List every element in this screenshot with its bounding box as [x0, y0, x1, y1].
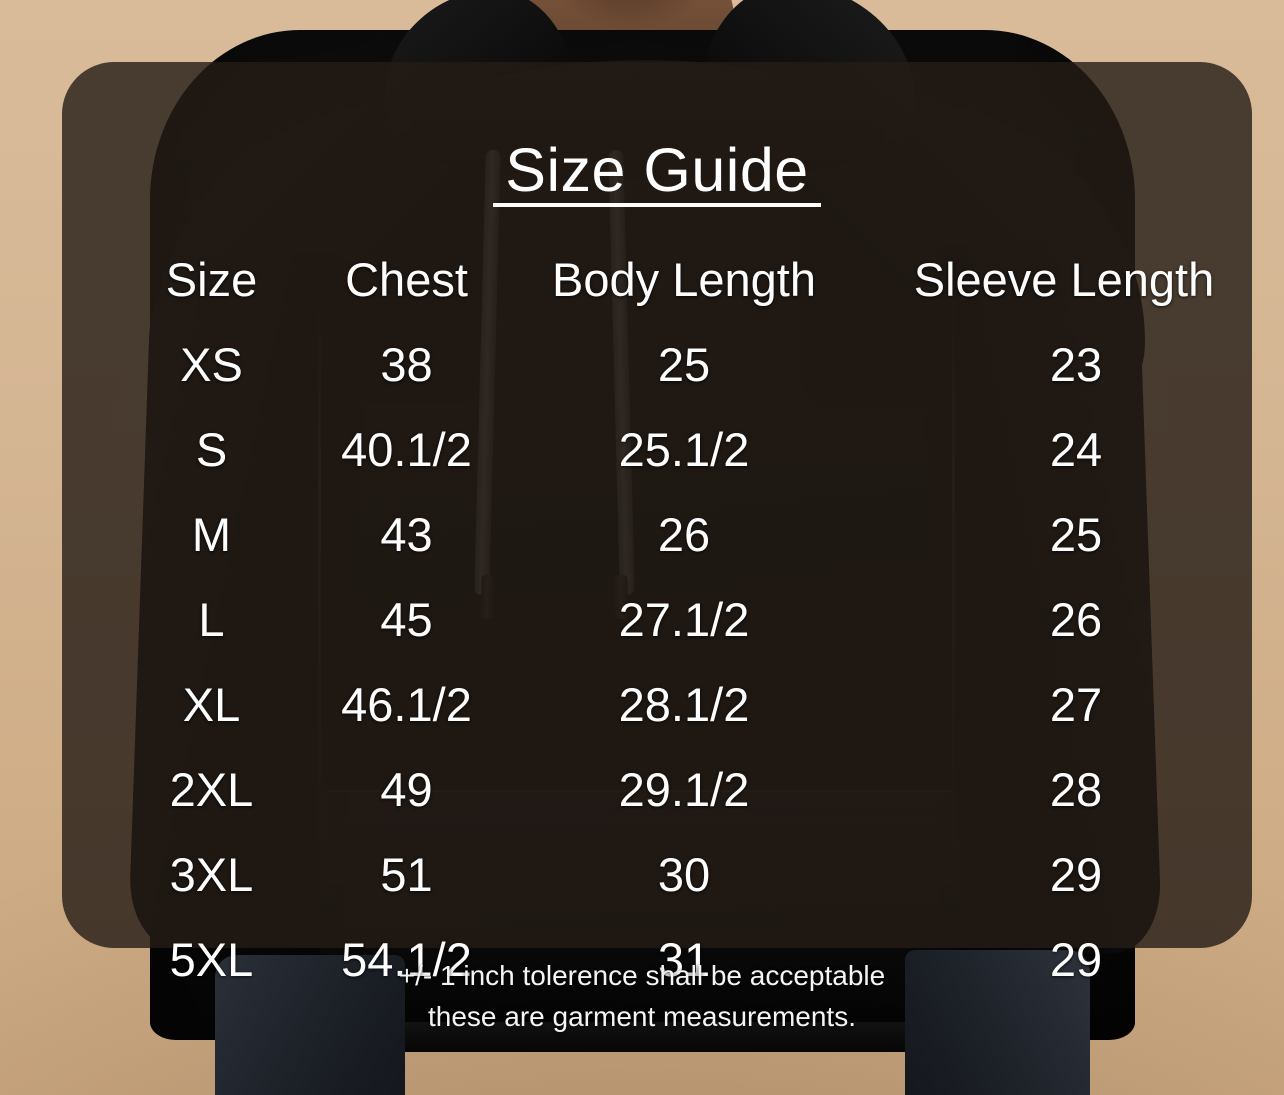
table-row: 3XL 51 30 29 — [124, 847, 1284, 932]
cell-body-length: 30 — [657, 848, 711, 901]
cell-body-length: 25 — [657, 338, 711, 391]
cell-body-length: 31 — [657, 933, 711, 986]
table-row: L 45 27.1/2 26 — [124, 592, 1284, 677]
cell-size: L — [198, 593, 225, 646]
cell-size: XS — [180, 338, 243, 391]
cell-chest: 51 — [380, 848, 433, 901]
table-row: XS 38 25 23 — [124, 337, 1284, 422]
cell-sleeve-length: 27 — [1049, 678, 1103, 731]
cell-size: 5XL — [169, 933, 254, 986]
cell-sleeve-length: 29 — [1049, 848, 1103, 901]
cell-chest: 43 — [380, 508, 433, 561]
page-title: Size Guide — [505, 136, 809, 204]
cell-size: 2XL — [169, 763, 254, 816]
cell-chest: 49 — [380, 763, 433, 816]
cell-size: S — [195, 423, 228, 476]
cell-size: M — [191, 508, 232, 561]
cell-body-length: 25.1/2 — [618, 423, 750, 476]
cell-sleeve-length: 29 — [1049, 933, 1103, 986]
cell-sleeve-length: 25 — [1049, 508, 1103, 561]
size-guide-card: Size Guide Size Chest Body Length Sleeve… — [62, 62, 1252, 986]
hoodie-hem — [300, 1022, 980, 1052]
cell-sleeve-length: 24 — [1049, 423, 1103, 476]
cell-body-length: 28.1/2 — [618, 678, 750, 731]
size-chart-table: Size Chest Body Length Sleeve Length XS … — [124, 252, 1284, 1017]
tolerance-note-line2: these are garment measurements. — [428, 1001, 856, 1033]
tolerance-note: +/- 1 inch tolerence shall be acceptable… — [0, 955, 1284, 1038]
cell-chest: 45 — [380, 593, 433, 646]
cell-size: 3XL — [169, 848, 254, 901]
cell-body-length: 26 — [657, 508, 711, 561]
table-row: M 43 26 25 — [124, 507, 1284, 592]
column-header-chest: Chest — [345, 253, 468, 306]
column-header-sleeve-length: Sleeve Length — [913, 253, 1215, 306]
cell-chest: 54.1/2 — [341, 933, 472, 986]
table-row: 2XL 49 29.1/2 28 — [124, 762, 1284, 847]
table-row: S 40.1/2 25.1/2 24 — [124, 422, 1284, 507]
cell-chest: 40.1/2 — [341, 423, 472, 476]
jeans-left-leg — [215, 955, 405, 1095]
cell-body-length: 29.1/2 — [618, 763, 750, 816]
column-header-body-length: Body Length — [552, 253, 816, 306]
cell-size: XL — [182, 678, 241, 731]
cell-chest: 46.1/2 — [341, 678, 472, 731]
cell-sleeve-length: 23 — [1049, 338, 1103, 391]
cell-body-length: 27.1/2 — [618, 593, 750, 646]
title-underline — [493, 203, 821, 207]
jeans-right-leg — [905, 950, 1090, 1095]
table-row: 5XL 54.1/2 31 29 — [124, 932, 1284, 1017]
table-row: XL 46.1/2 28.1/2 27 — [124, 677, 1284, 762]
cell-sleeve-length: 26 — [1049, 593, 1103, 646]
cell-sleeve-length: 28 — [1049, 763, 1103, 816]
cell-chest: 38 — [380, 338, 433, 391]
table-header-row: Size Chest Body Length Sleeve Length — [124, 252, 1284, 337]
tolerance-note-line1: +/- 1 inch tolerence shall be acceptable — [398, 960, 886, 991]
column-header-size: Size — [165, 253, 258, 306]
